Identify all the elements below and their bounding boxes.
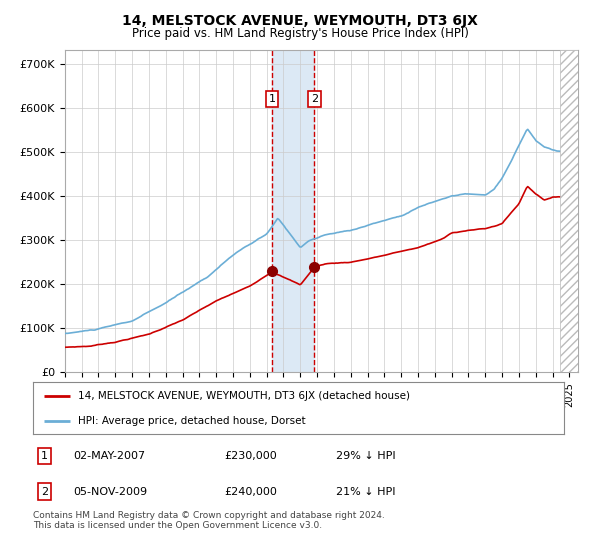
Text: 21% ↓ HPI: 21% ↓ HPI [335, 487, 395, 497]
Text: 1: 1 [41, 451, 48, 461]
Text: HPI: Average price, detached house, Dorset: HPI: Average price, detached house, Dors… [78, 416, 306, 426]
Text: £230,000: £230,000 [224, 451, 277, 461]
Text: Contains HM Land Registry data © Crown copyright and database right 2024.: Contains HM Land Registry data © Crown c… [33, 511, 385, 520]
Bar [272, 50, 314, 372]
Text: 2: 2 [41, 487, 48, 497]
Text: Price paid vs. HM Land Registry's House Price Index (HPI): Price paid vs. HM Land Registry's House … [131, 27, 469, 40]
Text: 14, MELSTOCK AVENUE, WEYMOUTH, DT3 6JX: 14, MELSTOCK AVENUE, WEYMOUTH, DT3 6JX [122, 14, 478, 28]
Text: 05-NOV-2009: 05-NOV-2009 [73, 487, 147, 497]
Polygon shape [560, 50, 578, 372]
Text: 02-MAY-2007: 02-MAY-2007 [73, 451, 145, 461]
Text: This data is licensed under the Open Government Licence v3.0.: This data is licensed under the Open Gov… [33, 521, 322, 530]
Text: 29% ↓ HPI: 29% ↓ HPI [335, 451, 395, 461]
Text: £240,000: £240,000 [224, 487, 277, 497]
Text: 2: 2 [311, 94, 318, 104]
Text: 1: 1 [269, 94, 275, 104]
Text: 14, MELSTOCK AVENUE, WEYMOUTH, DT3 6JX (detached house): 14, MELSTOCK AVENUE, WEYMOUTH, DT3 6JX (… [78, 391, 410, 402]
